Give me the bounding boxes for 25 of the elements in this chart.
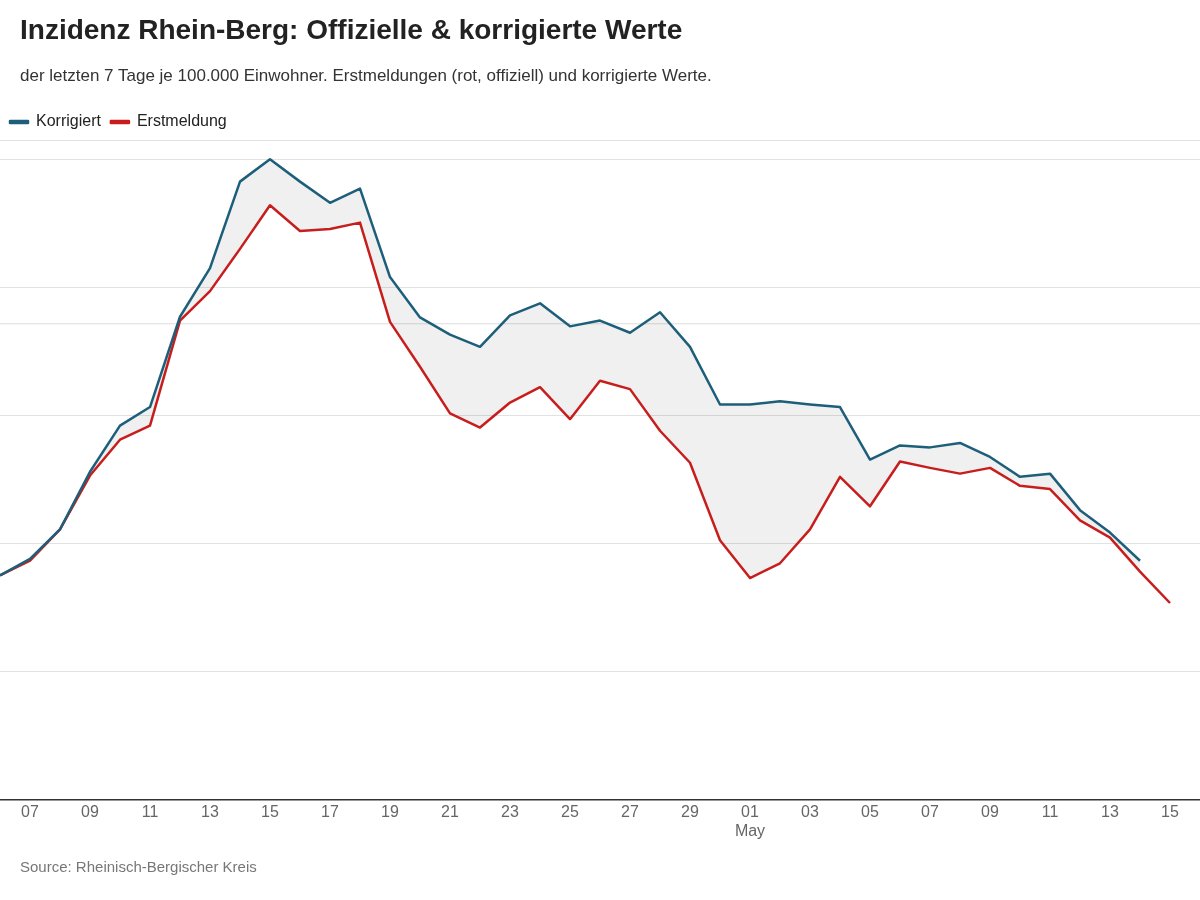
source-note: Source: Rheinisch-Bergischer Kreis	[20, 858, 257, 875]
x-tick-label: 27	[621, 802, 639, 820]
x-tick-label: 21	[441, 802, 459, 820]
x-tick-label: 11	[141, 802, 159, 820]
chart-subtitle: der letzten 7 Tage je 100.000 Einwohner. Erstmeldungen (rot, offiziell) und korrigierte Werte.	[20, 66, 712, 86]
x-tick-label: 05	[861, 802, 879, 820]
x-tick-label: 03	[801, 802, 819, 820]
x-tick-label: 11	[1041, 802, 1059, 820]
x-tick-label: 01 May	[734, 802, 766, 839]
x-tick-label: 09	[981, 802, 999, 820]
x-tick-label: 13	[201, 802, 219, 820]
legend-label: Korrigiert	[36, 112, 102, 130]
x-tick-label: 15	[1161, 802, 1179, 820]
legend-label: Erstmeldung	[136, 112, 227, 130]
chart-title: Inzidenz Rhein-Berg: Offizielle & korrigierte Werte	[20, 14, 683, 46]
x-tick-label: 25	[561, 802, 579, 820]
x-tick-label: 29	[681, 802, 699, 820]
x-tick-label: 13	[1101, 802, 1119, 820]
x-tick-label: 09	[81, 802, 99, 820]
x-tick-label: 19	[381, 802, 399, 820]
x-tick-label: 15	[261, 802, 279, 820]
x-tick-label: 07	[921, 802, 939, 820]
x-tick-label: 07	[21, 802, 39, 820]
x-tick-label: 17	[321, 802, 339, 820]
x-tick-label: 23	[501, 802, 519, 820]
